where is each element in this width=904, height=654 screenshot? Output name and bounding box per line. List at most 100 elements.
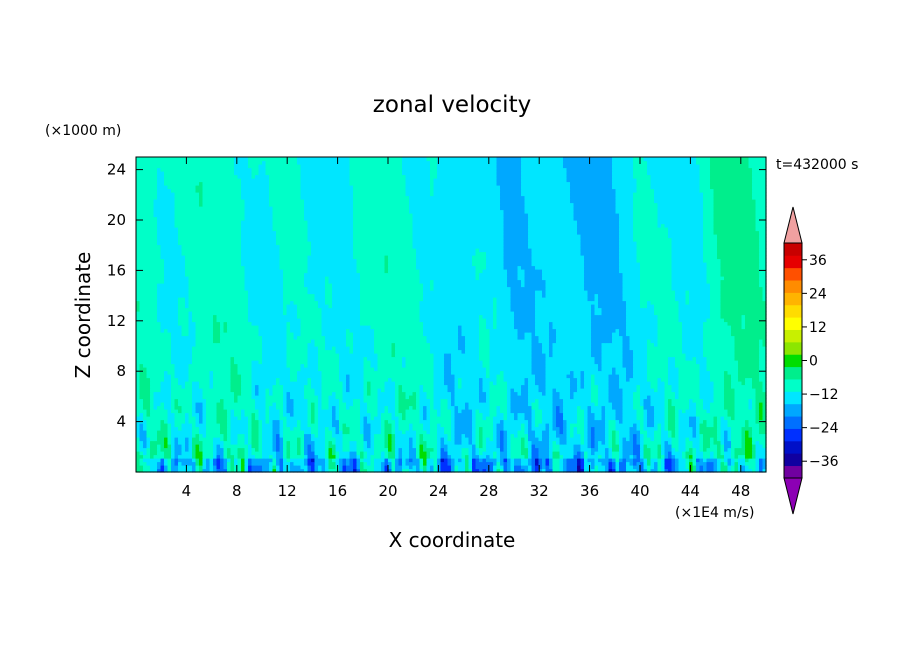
heat-cell bbox=[643, 451, 648, 456]
heat-cell bbox=[223, 384, 228, 389]
heat-cell bbox=[563, 444, 568, 449]
heat-cell bbox=[174, 377, 179, 382]
heat-cell bbox=[174, 440, 179, 445]
heat-cell bbox=[412, 412, 417, 417]
heat-cell bbox=[461, 465, 466, 470]
heat-cell bbox=[353, 412, 358, 417]
heat-cell bbox=[528, 426, 533, 431]
heat-cell bbox=[465, 440, 470, 445]
heat-cell bbox=[486, 465, 491, 470]
heat-cell bbox=[640, 377, 645, 382]
heat-cell bbox=[314, 423, 319, 428]
heat-cell bbox=[738, 384, 743, 389]
heat-cell bbox=[209, 447, 214, 452]
heat-cell bbox=[360, 398, 365, 403]
heat-cell bbox=[230, 465, 235, 470]
heat-cell bbox=[587, 412, 592, 417]
heat-cell bbox=[650, 402, 655, 407]
heat-cell bbox=[332, 426, 337, 431]
heat-cell bbox=[458, 451, 463, 456]
heat-cell bbox=[230, 440, 235, 445]
heat-cell bbox=[734, 447, 739, 452]
heat-cell bbox=[188, 377, 193, 382]
heat-cell bbox=[171, 451, 176, 456]
heat-cell bbox=[678, 395, 683, 400]
heat-cell bbox=[276, 447, 281, 452]
heat-cell bbox=[500, 374, 505, 379]
heat-cell bbox=[279, 409, 284, 414]
heat-cell bbox=[608, 388, 613, 393]
heat-cell bbox=[216, 461, 221, 466]
heat-cell bbox=[517, 402, 522, 407]
heat-cell bbox=[577, 374, 582, 379]
heat-cell bbox=[461, 461, 466, 466]
heat-cell bbox=[367, 409, 372, 414]
heat-cell bbox=[412, 468, 417, 473]
heat-cell bbox=[699, 444, 704, 449]
heat-cell bbox=[426, 465, 431, 470]
heat-cell bbox=[510, 423, 515, 428]
heat-cell bbox=[531, 381, 536, 386]
heat-cell bbox=[612, 444, 617, 449]
heat-cell bbox=[717, 433, 722, 438]
heat-cell bbox=[213, 398, 218, 403]
heat-cell bbox=[419, 388, 424, 393]
heat-cell bbox=[279, 377, 284, 382]
heat-cell bbox=[573, 381, 578, 386]
heat-cell bbox=[237, 398, 242, 403]
heat-cell bbox=[706, 468, 711, 473]
heat-cell bbox=[227, 398, 232, 403]
heat-cell bbox=[745, 437, 750, 442]
heat-cell bbox=[419, 419, 424, 424]
heat-cell bbox=[465, 388, 470, 393]
heat-cell bbox=[318, 458, 323, 463]
heat-cell bbox=[255, 419, 260, 424]
heat-cell bbox=[416, 419, 421, 424]
heat-cell bbox=[146, 447, 151, 452]
heat-cell bbox=[206, 412, 211, 417]
heat-cell bbox=[241, 454, 246, 459]
heat-cell bbox=[605, 465, 610, 470]
heat-cell bbox=[426, 458, 431, 463]
heat-cell bbox=[143, 384, 148, 389]
heat-cell bbox=[374, 451, 379, 456]
heat-cell bbox=[209, 468, 214, 473]
heat-cell bbox=[150, 398, 155, 403]
heat-cell bbox=[220, 423, 225, 428]
heat-cell bbox=[426, 416, 431, 421]
heat-cell bbox=[524, 374, 529, 379]
heat-cell bbox=[195, 468, 200, 473]
heat-cell bbox=[654, 381, 659, 386]
heat-cell bbox=[143, 461, 148, 466]
heat-cell bbox=[192, 416, 197, 421]
heat-cell bbox=[741, 423, 746, 428]
heat-cell bbox=[188, 391, 193, 396]
heat-cell bbox=[496, 454, 501, 459]
heat-cell bbox=[328, 377, 333, 382]
heat-cell bbox=[293, 458, 298, 463]
heat-cell bbox=[629, 440, 634, 445]
heat-cell bbox=[188, 465, 193, 470]
heat-cell bbox=[496, 447, 501, 452]
heat-cell bbox=[199, 423, 204, 428]
heat-cell bbox=[444, 458, 449, 463]
heat-cell bbox=[475, 377, 480, 382]
heat-cell bbox=[230, 374, 235, 379]
heat-cell bbox=[724, 451, 729, 456]
heat-cell bbox=[472, 465, 477, 470]
heat-cell bbox=[479, 433, 484, 438]
heat-cell bbox=[643, 398, 648, 403]
heat-cell bbox=[559, 412, 564, 417]
heat-cell bbox=[682, 423, 687, 428]
heat-cell bbox=[650, 419, 655, 424]
heat-cell bbox=[759, 451, 764, 456]
heat-cell bbox=[423, 405, 428, 410]
heat-cell bbox=[671, 388, 676, 393]
heat-cell bbox=[531, 451, 536, 456]
heat-cell bbox=[230, 458, 235, 463]
heat-cell bbox=[629, 388, 634, 393]
heat-cell bbox=[279, 444, 284, 449]
heat-cell bbox=[468, 423, 473, 428]
heat-cell bbox=[468, 409, 473, 414]
